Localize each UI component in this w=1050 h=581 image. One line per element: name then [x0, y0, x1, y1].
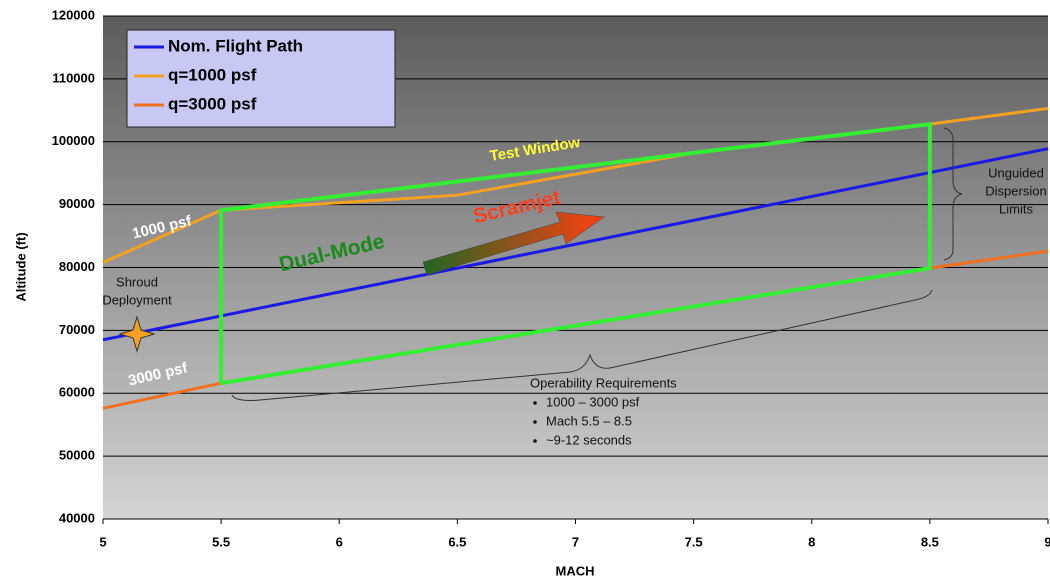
x-tick-label: 5 [99, 534, 106, 549]
y-tick-label: 40000 [59, 510, 95, 525]
x-tick-label: 9 [1044, 534, 1050, 549]
y-tick-label: 110000 [52, 70, 95, 85]
requirements-title: Operability Requirements [530, 375, 677, 390]
series-line [102, 147, 1049, 342]
bullet [533, 439, 537, 443]
brace [943, 127, 963, 261]
legend [126, 29, 396, 128]
x-tick-label: 6 [336, 534, 343, 549]
x-tick-label: 6.5 [448, 534, 466, 549]
x-tick-label: 8.5 [921, 534, 939, 549]
requirements-item: Mach 5.5 – 8.5 [546, 413, 632, 428]
requirements-item: ~9-12 seconds [546, 432, 632, 447]
x-tick-label: 5.5 [212, 534, 230, 549]
y-tick-label: 60000 [59, 385, 95, 400]
legend-label: q=3000 psf [168, 94, 257, 113]
y-tick-label: 120000 [52, 7, 95, 22]
requirements-item: 1000 – 3000 psf [546, 394, 640, 409]
shroud-label: Deployment [102, 292, 172, 307]
dispersion-label: Unguided [988, 165, 1044, 180]
legend-label: Nom. Flight Path [168, 36, 303, 55]
bullet [533, 401, 537, 405]
x-tick-label: 7.5 [685, 534, 703, 549]
x-tick-label: 8 [808, 534, 815, 549]
arrow [422, 211, 605, 276]
shroud-label: Shroud [116, 274, 158, 289]
brace [231, 289, 933, 401]
legend-label: q=1000 psf [168, 65, 257, 84]
series-line [102, 106, 1049, 264]
y-tick-label: 100000 [52, 133, 95, 148]
x-tick-label: 7 [572, 534, 579, 549]
bullet [533, 420, 537, 424]
dispersion-label: Limits [999, 201, 1033, 216]
y-tick-label: 50000 [59, 448, 95, 463]
dispersion-label: Dispersion [985, 183, 1046, 198]
y-tick-label: 80000 [59, 259, 95, 274]
shroud-star [118, 315, 156, 353]
y-axis-label: Altitude (ft) [13, 232, 28, 301]
test-window [219, 121, 932, 386]
y-tick-label: 90000 [59, 196, 95, 211]
y-tick-label: 70000 [59, 322, 95, 337]
x-axis-label: MACH [556, 563, 595, 578]
